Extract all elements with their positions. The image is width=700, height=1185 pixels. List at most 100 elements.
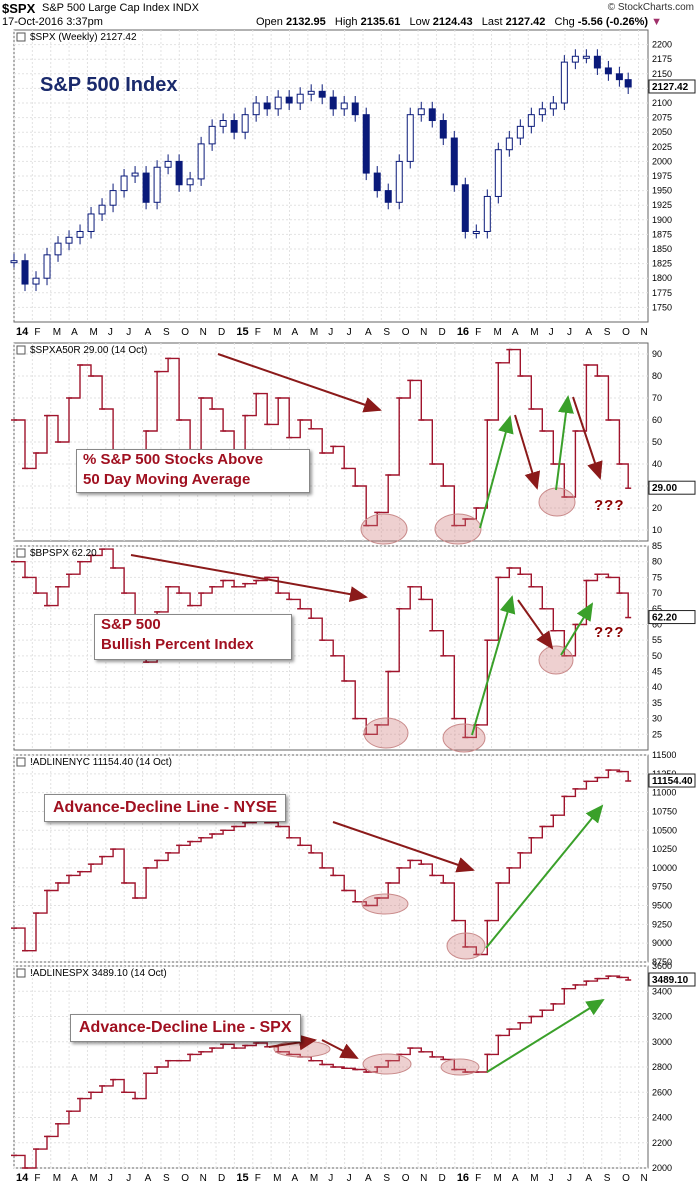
candle-body xyxy=(527,114,535,127)
x-tick-label: O xyxy=(622,1173,630,1184)
candle-body xyxy=(624,79,632,88)
y-tick-label: 2400 xyxy=(652,1113,672,1123)
panel-frame-adnyse xyxy=(13,754,649,963)
y-tick-label: 9250 xyxy=(652,919,672,929)
highlight-ellipse xyxy=(434,513,482,545)
y-tick-label: 2000 xyxy=(652,156,672,166)
last-value-box xyxy=(648,773,696,788)
x-tick-label: O xyxy=(402,1173,410,1184)
candle-body xyxy=(43,254,51,279)
candle-body xyxy=(21,260,29,285)
legend-swatch xyxy=(16,548,26,558)
chart-header: $SPX S&P 500 Large Cap Index INDX 17-Oct… xyxy=(0,0,700,30)
highlight-ellipse xyxy=(538,487,576,517)
y-tick-label: 10500 xyxy=(652,825,677,835)
y-tick-label: 30 xyxy=(652,714,662,724)
y-tick-label: 8750 xyxy=(652,957,672,967)
y-tick-label: 1850 xyxy=(652,244,672,254)
x-tick-label: M xyxy=(494,327,502,338)
candle-body xyxy=(32,277,40,285)
x-tick-label: M xyxy=(273,327,281,338)
candle-body xyxy=(10,260,18,264)
x-tick-label: A xyxy=(585,327,592,338)
candle-body xyxy=(428,108,436,122)
x-tick-label: M xyxy=(310,327,318,338)
security-name: S&P 500 Large Cap Index INDX xyxy=(42,2,199,14)
y-tick-label: 1900 xyxy=(652,215,672,225)
adspx-label: Advance-Decline Line - SPX xyxy=(70,1014,301,1042)
x-tick-label: M xyxy=(530,327,538,338)
candle-body xyxy=(175,160,183,186)
watermark: © StockCharts.com xyxy=(607,2,694,13)
y-tick-label: 2075 xyxy=(652,113,672,123)
x-tick-label: J xyxy=(549,1173,554,1184)
x-tick-label: J xyxy=(567,1173,572,1184)
last-value-box xyxy=(648,610,696,625)
y-tick-label: 80 xyxy=(652,371,662,381)
red-arrow xyxy=(572,396,603,480)
adnyse-label: Advance-Decline Line - NYSE xyxy=(44,794,287,822)
spxa50r-question: ??? xyxy=(594,497,625,514)
bpspx-question: ??? xyxy=(594,624,625,641)
highlight-ellipse xyxy=(440,1058,480,1076)
y-tick-label: 2200 xyxy=(652,1138,672,1148)
y-tick-label: 3200 xyxy=(652,1012,672,1022)
x-tick-label: J xyxy=(108,327,113,338)
x-tick-label: A xyxy=(365,1173,372,1184)
y-tick-label: 65 xyxy=(652,604,662,614)
y-tick-label: 1975 xyxy=(652,171,672,181)
candle-body xyxy=(263,102,271,110)
legend-adspx: !ADLINESPX 3489.10 (14 Oct) xyxy=(30,968,167,979)
x-tick-label: J xyxy=(126,327,131,338)
x-tick-label: J xyxy=(549,327,554,338)
x-tick-label: 16 xyxy=(457,1172,469,1184)
y-tick-label: 2050 xyxy=(652,127,672,137)
x-tick-label: D xyxy=(218,1173,225,1184)
y-tick-label: 10000 xyxy=(652,863,677,873)
y-tick-label: 40 xyxy=(652,682,662,692)
x-tick-label: S xyxy=(604,1173,611,1184)
candle-body xyxy=(142,172,150,203)
x-tick-label: S xyxy=(604,327,611,338)
candle-body xyxy=(483,195,491,232)
spx-title: S&P 500 Index xyxy=(40,74,178,96)
x-tick-label: N xyxy=(200,327,207,338)
candle-body xyxy=(439,120,447,139)
legend-bpspx: $BPSPX 62.20 xyxy=(30,548,97,559)
highlight-ellipse xyxy=(442,723,486,753)
last-value-adnyse: 11154.40 xyxy=(652,776,693,787)
green-arrow xyxy=(555,395,574,491)
candle-body xyxy=(87,213,95,232)
y-tick-label: 1800 xyxy=(652,273,672,283)
symbol: $SPX xyxy=(2,1,36,16)
y-tick-label: 9500 xyxy=(652,901,672,911)
x-tick-label: M xyxy=(273,1173,281,1184)
legend-swatch xyxy=(16,32,26,42)
candle-body xyxy=(362,114,370,174)
candle-body xyxy=(164,160,172,168)
green-arrow xyxy=(486,998,605,1073)
red-arrow xyxy=(332,821,475,873)
candle-body xyxy=(131,172,139,177)
last-value-adspx: 3489.10 xyxy=(652,975,689,986)
x-tick-label: F xyxy=(255,1173,261,1184)
y-tick-label: 60 xyxy=(652,619,662,629)
x-tick-label: A xyxy=(71,327,78,338)
candle-body xyxy=(461,184,469,232)
y-tick-label: 1825 xyxy=(652,259,672,269)
candle-body xyxy=(274,96,282,110)
y-tick-label: 2000 xyxy=(652,1163,672,1173)
y-tick-label: 1875 xyxy=(652,229,672,239)
candle-body xyxy=(98,204,106,215)
y-tick-label: 2025 xyxy=(652,142,672,152)
series-line-adspx xyxy=(14,975,629,1169)
x-tick-label: J xyxy=(347,327,352,338)
candle-body xyxy=(516,125,524,139)
last-value-box xyxy=(648,480,696,495)
candle-body xyxy=(406,114,414,162)
x-tick-label: J xyxy=(108,1173,113,1184)
y-tick-label: 60 xyxy=(652,415,662,425)
x-tick-label: S xyxy=(163,327,170,338)
candle-body xyxy=(76,230,84,238)
x-tick-label: N xyxy=(420,327,427,338)
